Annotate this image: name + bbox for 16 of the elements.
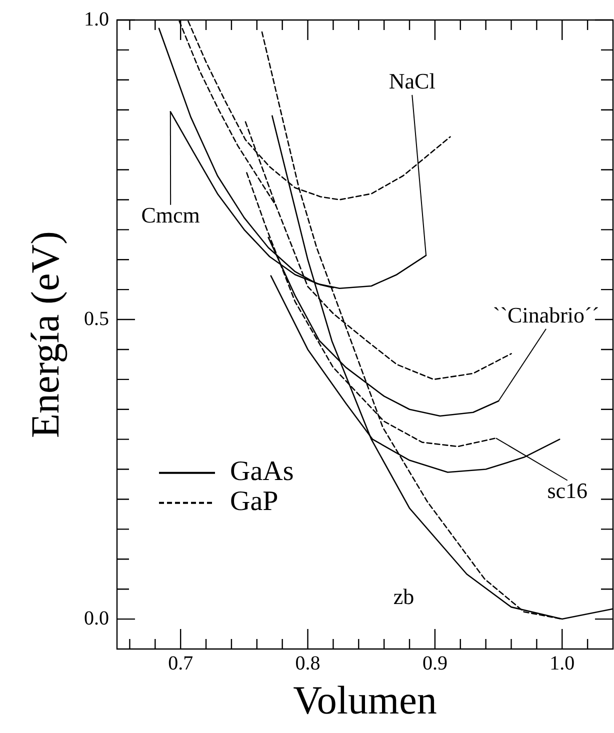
y-tick-label: 0.0 — [84, 607, 109, 630]
annotation: zb — [393, 584, 414, 609]
x-tick-label: 0.8 — [295, 652, 320, 674]
legend-label: GaAs — [230, 456, 294, 488]
legend-label: GaP — [230, 486, 278, 518]
annotation: sc16 — [547, 478, 588, 504]
x-tick-label: 1.0 — [550, 652, 575, 674]
annotation: Cmcm — [141, 202, 200, 228]
y-axis-title: Energía (eV) — [22, 231, 68, 438]
y-tick-label: 0.5 — [84, 308, 109, 330]
x-tick-label: 0.7 — [168, 652, 194, 674]
annotation: NaCl — [388, 68, 436, 94]
x-tick-label: 0.9 — [422, 652, 448, 674]
x-axis-title: Volumen — [293, 678, 437, 722]
annotation: ``Cinabrio´´ — [492, 302, 600, 328]
y-tick-label: 1.0 — [84, 8, 109, 30]
